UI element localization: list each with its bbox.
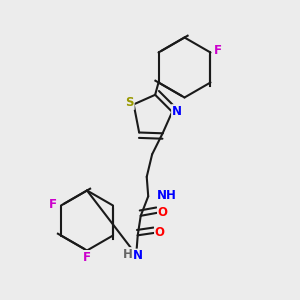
Text: F: F: [82, 250, 90, 264]
Text: N: N: [172, 105, 182, 118]
Text: F: F: [214, 44, 222, 58]
Text: F: F: [49, 198, 57, 212]
Text: O: O: [158, 206, 168, 219]
Text: N: N: [133, 249, 143, 262]
Text: S: S: [125, 96, 134, 110]
Text: H: H: [123, 248, 133, 261]
Text: NH: NH: [157, 189, 176, 202]
Text: O: O: [154, 226, 165, 239]
